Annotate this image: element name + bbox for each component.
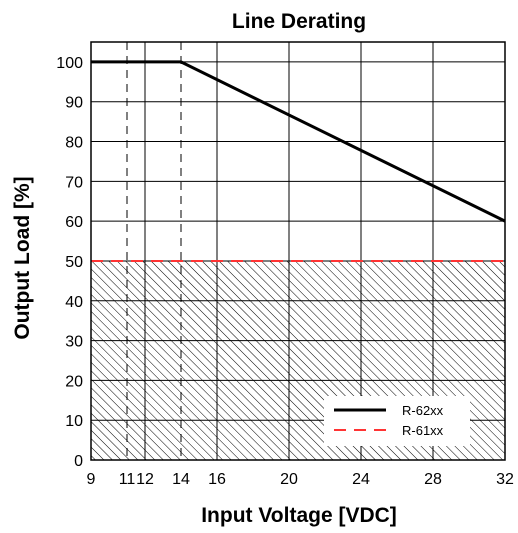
y-tick-label: 40 (65, 294, 83, 311)
legend-label: R-62xx (402, 403, 444, 418)
y-tick-label: 20 (65, 373, 83, 390)
x-tick-label: 12 (136, 471, 154, 488)
x-tick-label: 16 (208, 471, 226, 488)
y-tick-label: 80 (65, 135, 83, 152)
y-tick-label: 100 (56, 55, 83, 72)
y-tick-label: 90 (65, 95, 83, 112)
y-tick-label: 70 (65, 174, 83, 191)
plot-area: 0 10 20 30 40 50 60 70 80 90 100 9 11 12 14 16 20 24 28 32 R… (56, 41, 514, 488)
x-tick-label: 11 (119, 471, 136, 488)
x-axis-title: Input Voltage [VDC] (201, 504, 397, 527)
x-tick-label: 9 (87, 471, 96, 488)
x-tick-label: 24 (352, 471, 370, 488)
y-tick-label: 10 (65, 413, 83, 430)
x-tick-label: 28 (424, 471, 442, 488)
plot-frame (90, 41, 506, 461)
y-axis-title: Output Load [%] (11, 176, 34, 339)
y-tick-label: 60 (65, 214, 83, 231)
legend-label: R-61xx (402, 423, 444, 438)
y-tick-label: 30 (65, 334, 83, 351)
x-tick-label: 32 (496, 471, 514, 488)
x-tick-label: 14 (172, 471, 190, 488)
y-tick-label: 50 (65, 254, 83, 271)
chart-title: Line Derating (232, 10, 366, 33)
x-tick-label: 20 (280, 471, 298, 488)
legend-box (324, 396, 470, 446)
series-line-r-62xx (91, 60, 506, 223)
y-tick-label: 0 (74, 453, 83, 470)
